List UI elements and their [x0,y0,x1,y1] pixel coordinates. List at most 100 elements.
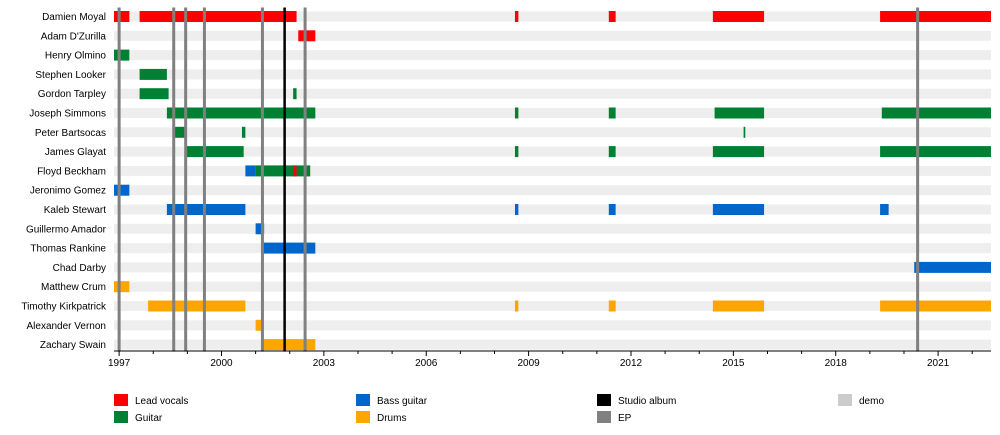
legend-swatch [356,394,370,406]
member-bar [712,11,765,22]
member-name: James Glayat [45,147,106,158]
legend-swatch [356,411,370,423]
member-bars [114,11,991,351]
x-tick-label: 2021 [927,358,950,369]
member-name: Timothy Kirkpatrick [21,302,107,313]
x-tick-label: 2015 [722,358,745,369]
legend-swatch [597,394,611,406]
member-bar [514,107,519,119]
member-bar [712,300,765,312]
member-bar [714,107,765,119]
x-tick-label: 2003 [313,358,336,369]
x-tick-label: 1997 [108,358,131,369]
member-name: Damien Moyal [42,12,106,23]
member-name: Stephen Looker [35,70,106,81]
member-bar [148,300,246,312]
legend-label: Bass guitar [377,396,428,407]
x-tick-label: 2009 [517,358,540,369]
member-bar [880,204,889,215]
release-lines [117,7,920,352]
member-bar [245,165,256,177]
member-bar [712,204,765,215]
row-band [114,11,991,22]
row-band [114,185,991,196]
member-name: Gordon Tarpley [38,89,106,100]
member-bar [241,126,246,138]
member-bar [608,300,616,312]
row-band [114,223,991,234]
member-bar [139,68,167,80]
row-band [114,127,991,138]
member-bar [139,11,297,22]
row-band [114,50,991,61]
member-bar [880,11,991,22]
row-band [114,30,991,41]
member-names: Damien Moyal Adam D'Zurilla Henry Olmino St… [21,12,107,351]
member-bar [298,30,316,42]
member-name: Alexander Vernon [26,321,106,332]
member-bar [712,146,765,158]
member-bar [914,261,991,273]
member-bar [608,204,616,215]
member-bar [114,49,130,61]
member-bar [608,107,616,119]
row-band [114,301,991,311]
member-name: Jeronimo Gomez [30,186,106,197]
row-band [114,243,991,254]
member-bar [185,146,244,158]
legend-label: Studio album [618,396,676,407]
member-bar [514,11,519,22]
row-band [114,165,991,176]
member-bar [166,107,316,119]
legend-swatch [114,411,128,423]
member-bar [293,165,297,177]
row-band [114,281,991,292]
legend-label: EP [618,413,632,424]
member-name: Floyd Beckham [37,166,106,177]
legend-swatch [114,394,128,406]
member-name: Matthew Crum [41,282,106,293]
x-tick-label: 2006 [415,358,438,369]
row-band [114,69,991,80]
member-name: Adam D'Zurilla [41,31,107,42]
member-bar [608,146,616,158]
member-name: Joseph Simmons [29,109,106,120]
row-band [114,339,991,350]
row-bands [114,11,991,350]
row-band [114,204,991,215]
legend-label: Drums [377,413,406,424]
legend-label: demo [859,396,884,407]
row-band [114,262,991,273]
row-band [114,108,991,118]
member-name: Henry Olmino [45,51,107,62]
member-bar [743,126,746,138]
member-bar [881,107,991,119]
member-bar [173,126,186,138]
member-bar [608,11,616,22]
member-bar [293,88,297,100]
member-bar [114,184,130,196]
member-name: Zachary Swain [40,340,106,351]
x-axis: 1997 2000 2003 2006 2009 2012 2015 2018 2021 [108,350,991,369]
x-tick-label: 2012 [620,358,643,369]
row-band [114,88,991,99]
member-bar [514,300,519,312]
legend: Lead vocals Guitar Bass guitar Drums Studio … [114,394,884,424]
member-bar [880,300,991,312]
x-tick-label: 2018 [825,358,848,369]
legend-label: Guitar [135,413,163,424]
member-bar [139,88,169,100]
member-bar [514,204,519,215]
row-band [114,146,991,157]
member-name: Guillermo Amador [26,224,107,235]
row-band [114,320,991,331]
member-bar [114,281,130,293]
member-name: Kaleb Stewart [44,205,106,216]
member-bar [262,339,316,351]
member-bar [166,204,246,215]
legend-swatch [597,411,611,423]
member-bar [255,165,311,177]
member-bar [262,242,316,254]
member-bar [514,146,519,158]
